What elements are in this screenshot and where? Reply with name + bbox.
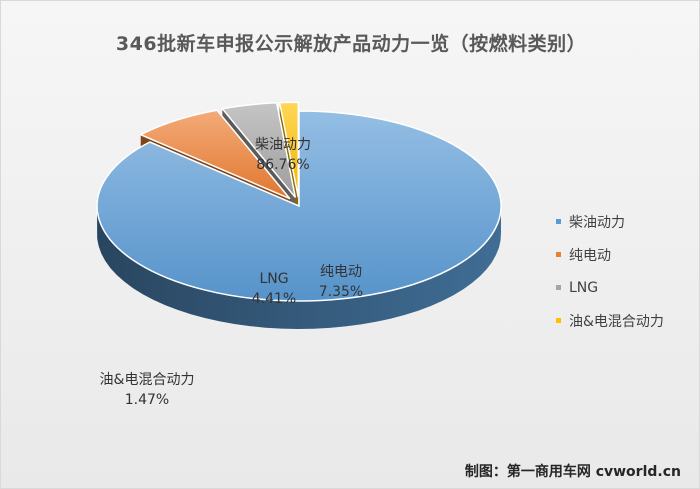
- data-label-name-0: 柴油动力: [255, 137, 311, 153]
- slice-纯电动: [138, 109, 291, 200]
- legend-label: LNG: [569, 279, 599, 296]
- slice-LNG: [221, 102, 297, 198]
- data-label-value-2: 4.41%: [252, 291, 296, 307]
- chart-title: 346批新车申报公示解放产品动力一览（按燃料类别）: [115, 33, 587, 55]
- slice-柴油动力: [96, 110, 502, 302]
- legend-item: 柴油动力: [556, 205, 664, 238]
- legend: 柴油动力纯电动 LNG 油&电混合动力: [556, 205, 664, 337]
- data-label-value-1: 7.35%: [319, 284, 363, 300]
- slice-side-0: [97, 203, 501, 329]
- legend-item: 纯电动: [556, 238, 664, 271]
- slice-油&电混合动力: [278, 101, 300, 198]
- legend-swatch: [556, 219, 561, 224]
- credit-text: 制图：第一商用车网 cvworld.cn: [464, 464, 681, 480]
- data-label-value-0: 86.76%: [256, 157, 309, 173]
- legend-swatch: [556, 318, 561, 323]
- data-label-name-3: 油&电混合动力: [100, 372, 195, 388]
- legend-item: LNG: [556, 271, 664, 304]
- legend-label: 油&电混合动力: [569, 313, 664, 330]
- legend-swatch: [556, 285, 561, 290]
- data-label-value-3: 1.47%: [125, 392, 169, 408]
- legend-swatch: [556, 252, 561, 257]
- legend-item: 油&电混合动力: [556, 304, 664, 337]
- data-label-name-2: LNG: [259, 271, 288, 287]
- data-label-name-1: 纯电动: [320, 264, 362, 280]
- legend-label: 柴油动力: [569, 214, 625, 231]
- legend-label: 纯电动: [569, 247, 611, 264]
